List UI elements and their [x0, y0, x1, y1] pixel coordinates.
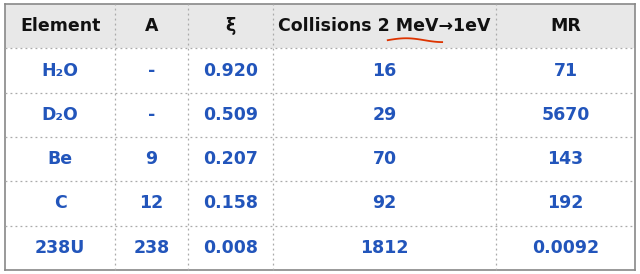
Text: D₂O: D₂O [42, 106, 79, 124]
Text: Be: Be [47, 150, 73, 168]
Text: -: - [148, 62, 156, 79]
FancyBboxPatch shape [5, 48, 635, 270]
Text: 0.920: 0.920 [203, 62, 258, 79]
Text: 192: 192 [547, 195, 584, 212]
Text: 143: 143 [548, 150, 584, 168]
Text: 71: 71 [554, 62, 578, 79]
Text: ξ: ξ [225, 17, 236, 35]
Text: MR: MR [550, 17, 581, 35]
Text: Collisions 2 MeV→1eV: Collisions 2 MeV→1eV [278, 17, 491, 35]
Text: 238U: 238U [35, 239, 85, 257]
Text: 5670: 5670 [541, 106, 590, 124]
Text: 16: 16 [372, 62, 397, 79]
Text: 29: 29 [372, 106, 397, 124]
Text: 92: 92 [372, 195, 397, 212]
Text: A: A [145, 17, 158, 35]
Text: 9: 9 [145, 150, 157, 168]
FancyBboxPatch shape [5, 4, 635, 48]
Text: 0.207: 0.207 [203, 150, 258, 168]
Text: 238: 238 [133, 239, 170, 257]
Text: 0.509: 0.509 [203, 106, 258, 124]
Text: H₂O: H₂O [42, 62, 79, 79]
Text: 70: 70 [372, 150, 397, 168]
Text: 12: 12 [140, 195, 164, 212]
Text: 0.008: 0.008 [203, 239, 258, 257]
Text: 0.0092: 0.0092 [532, 239, 599, 257]
Text: 1812: 1812 [360, 239, 409, 257]
Text: Element: Element [20, 17, 100, 35]
Text: C: C [54, 195, 67, 212]
Text: 0.158: 0.158 [203, 195, 258, 212]
Text: -: - [148, 106, 156, 124]
